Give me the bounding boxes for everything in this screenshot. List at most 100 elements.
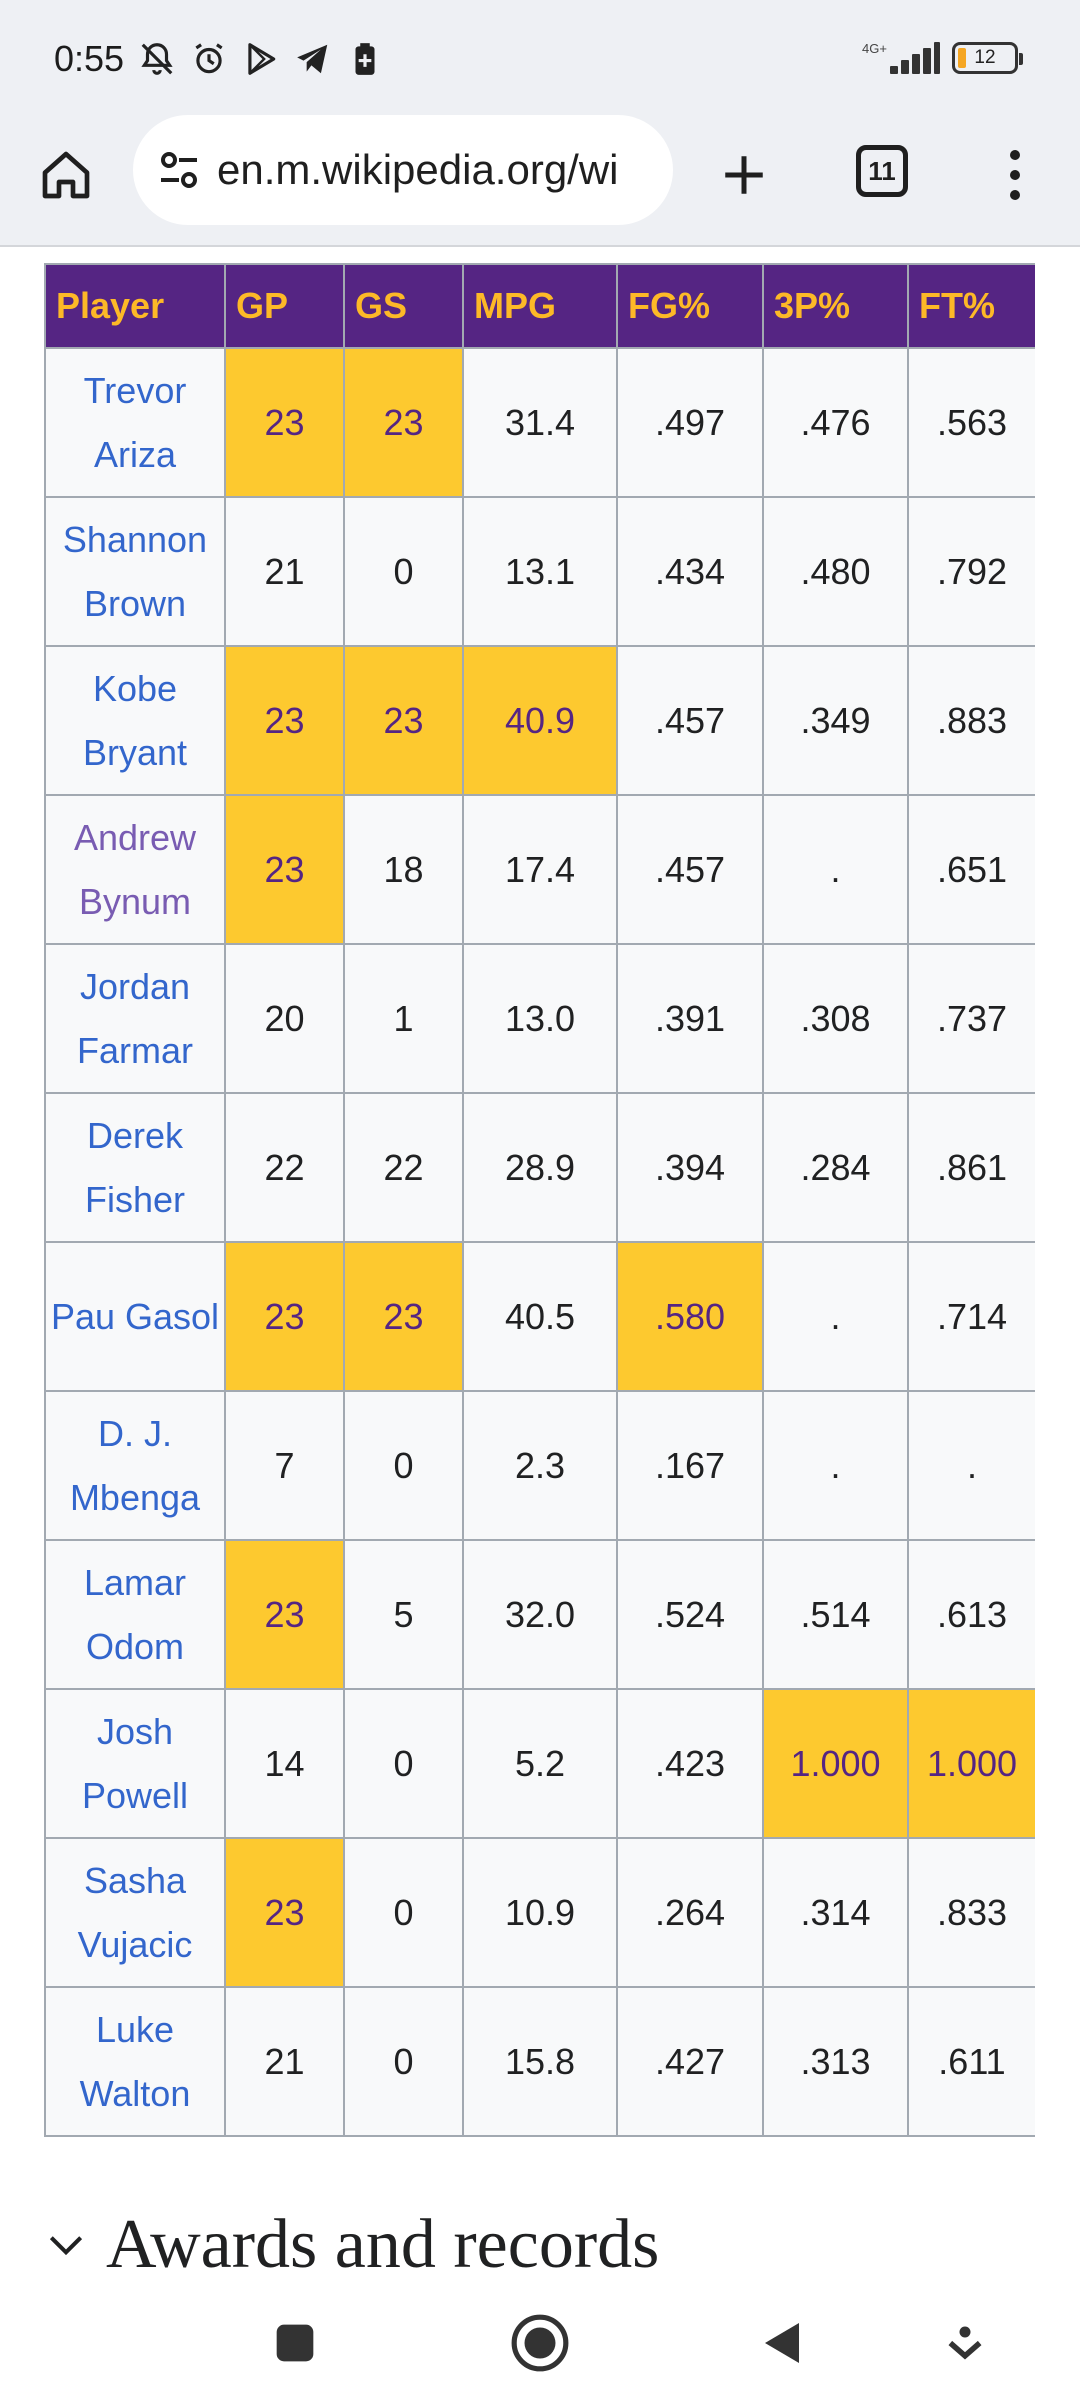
ft-cell: .833 — [907, 1837, 1035, 1988]
fg-cell: .457 — [616, 794, 764, 945]
gs-cell: 5 — [343, 1539, 464, 1690]
chevron-down-small-icon — [948, 2326, 982, 2360]
3p-cell: .349 — [762, 645, 909, 796]
col-header-player[interactable]: Player — [44, 263, 226, 349]
battery-level: 12 — [974, 47, 996, 68]
3p-cell: 1.000 — [762, 1688, 909, 1839]
player-link[interactable]: Shannon Brown — [44, 496, 226, 647]
table-row: Shannon Brown 21 0 13.1 .434 .480 .792 — [44, 496, 1035, 647]
fg-cell: .580 — [616, 1241, 764, 1392]
chevron-down-icon — [49, 2236, 83, 2256]
gs-cell: 0 — [343, 496, 464, 647]
gs-cell: 23 — [343, 347, 464, 498]
mpg-cell: 31.4 — [462, 347, 618, 498]
fg-cell: .457 — [616, 645, 764, 796]
table-row: Luke Walton 21 0 15.8 .427 .313 .611 — [44, 1986, 1035, 2137]
menu-dot-icon — [1010, 170, 1020, 180]
player-link[interactable]: Jordan Farmar — [44, 943, 226, 1094]
gp-cell: 23 — [224, 794, 345, 945]
ft-cell: .861 — [907, 1092, 1035, 1243]
fg-cell: .524 — [616, 1539, 764, 1690]
ft-cell: .792 — [907, 496, 1035, 647]
player-link[interactable]: Andrew Bynum — [44, 794, 226, 945]
3p-cell: .308 — [762, 943, 909, 1094]
mpg-cell: 40.5 — [462, 1241, 618, 1392]
assistant-button[interactable] — [930, 2308, 1000, 2378]
gp-cell: 20 — [224, 943, 345, 1094]
mpg-cell: 10.9 — [462, 1837, 618, 1988]
section-heading: Awards and records — [106, 2206, 660, 2283]
gp-cell: 21 — [224, 496, 345, 647]
back-triangle-icon — [765, 2323, 799, 2363]
gp-cell: 23 — [224, 1837, 345, 1988]
gp-cell: 23 — [224, 1241, 345, 1392]
col-header-3p[interactable]: 3P% — [762, 263, 909, 349]
awards-section-toggle[interactable]: Awards and records — [44, 2205, 659, 2285]
col-header-gs[interactable]: GS — [343, 263, 464, 349]
ft-cell: .737 — [907, 943, 1035, 1094]
url-text[interactable]: en.m.wikipedia.org/wi — [217, 146, 619, 193]
gs-cell: 0 — [343, 1837, 464, 1988]
player-link[interactable]: Kobe Bryant — [44, 645, 226, 796]
player-link[interactable]: Pau Gasol — [44, 1241, 226, 1392]
battery-saver-icon — [355, 43, 375, 75]
table-row: Sasha Vujacic 23 0 10.9 .264 .314 .833 — [44, 1837, 1035, 1988]
table-row: Derek Fisher 22 22 28.9 .394 .284 .861 — [44, 1092, 1035, 1243]
gs-cell: 1 — [343, 943, 464, 1094]
gs-cell: 23 — [343, 1241, 464, 1392]
mpg-cell: 2.3 — [462, 1390, 618, 1541]
3p-cell: .476 — [762, 347, 909, 498]
status-time: 0:55 — [54, 38, 125, 79]
ft-cell: .613 — [907, 1539, 1035, 1690]
home-button[interactable] — [30, 139, 102, 211]
player-link[interactable]: Sasha Vujacic — [44, 1837, 226, 1988]
recents-button[interactable] — [260, 2308, 330, 2378]
mpg-cell: 15.8 — [462, 1986, 618, 2137]
gp-cell: 23 — [224, 1539, 345, 1690]
player-link[interactable]: Derek Fisher — [44, 1092, 226, 1243]
tab-switcher-button[interactable]: 11 — [856, 145, 908, 197]
3p-cell: .514 — [762, 1539, 909, 1690]
col-header-ft[interactable]: FT% — [907, 263, 1035, 349]
player-link[interactable]: D. J. Mbenga — [44, 1390, 226, 1541]
gs-cell: 23 — [343, 645, 464, 796]
notification-icons — [138, 40, 384, 78]
browser-toolbar: en.m.wikipedia.org/wi 11 — [0, 115, 1080, 247]
gp-cell: 23 — [224, 347, 345, 498]
3p-cell: .284 — [762, 1092, 909, 1243]
circle-home-icon — [511, 2314, 569, 2372]
mpg-cell: 5.2 — [462, 1688, 618, 1839]
player-link[interactable]: Luke Walton — [44, 1986, 226, 2137]
play-store-icon — [248, 43, 276, 75]
gs-cell: 0 — [343, 1390, 464, 1541]
back-button[interactable] — [748, 2308, 818, 2378]
address-bar[interactable]: en.m.wikipedia.org/wi — [133, 115, 673, 225]
battery-icon: 12 — [952, 42, 1023, 74]
new-tab-button[interactable] — [708, 139, 780, 211]
site-settings-icon[interactable] — [155, 146, 203, 194]
ft-cell: 1.000 — [907, 1688, 1035, 1839]
status-bar: 0:55 4G+ 12 — [0, 0, 1080, 115]
col-header-gp[interactable]: GP — [224, 263, 345, 349]
overflow-menu-button[interactable] — [990, 139, 1040, 211]
player-link[interactable]: Trevor Ariza — [44, 347, 226, 498]
3p-cell: . — [762, 1241, 909, 1392]
player-link[interactable]: Josh Powell — [44, 1688, 226, 1839]
player-link[interactable]: Lamar Odom — [44, 1539, 226, 1690]
fg-cell: .167 — [616, 1390, 764, 1541]
col-header-fg[interactable]: FG% — [616, 263, 764, 349]
fg-cell: .497 — [616, 347, 764, 498]
ft-cell: .651 — [907, 794, 1035, 945]
gp-cell: 23 — [224, 645, 345, 796]
ft-cell: .714 — [907, 1241, 1035, 1392]
mpg-cell: 40.9 — [462, 645, 618, 796]
table-row: Jordan Farmar 20 1 13.0 .391 .308 .737 — [44, 943, 1035, 1094]
mute-bell-icon — [141, 43, 173, 75]
gp-cell: 7 — [224, 1390, 345, 1541]
home-nav-button[interactable] — [505, 2308, 575, 2378]
gp-cell: 21 — [224, 1986, 345, 2137]
tab-count: 11 — [868, 155, 896, 186]
gs-cell: 0 — [343, 1688, 464, 1839]
col-header-mpg[interactable]: MPG — [462, 263, 618, 349]
table-row: D. J. Mbenga 7 0 2.3 .167 . . — [44, 1390, 1035, 1541]
